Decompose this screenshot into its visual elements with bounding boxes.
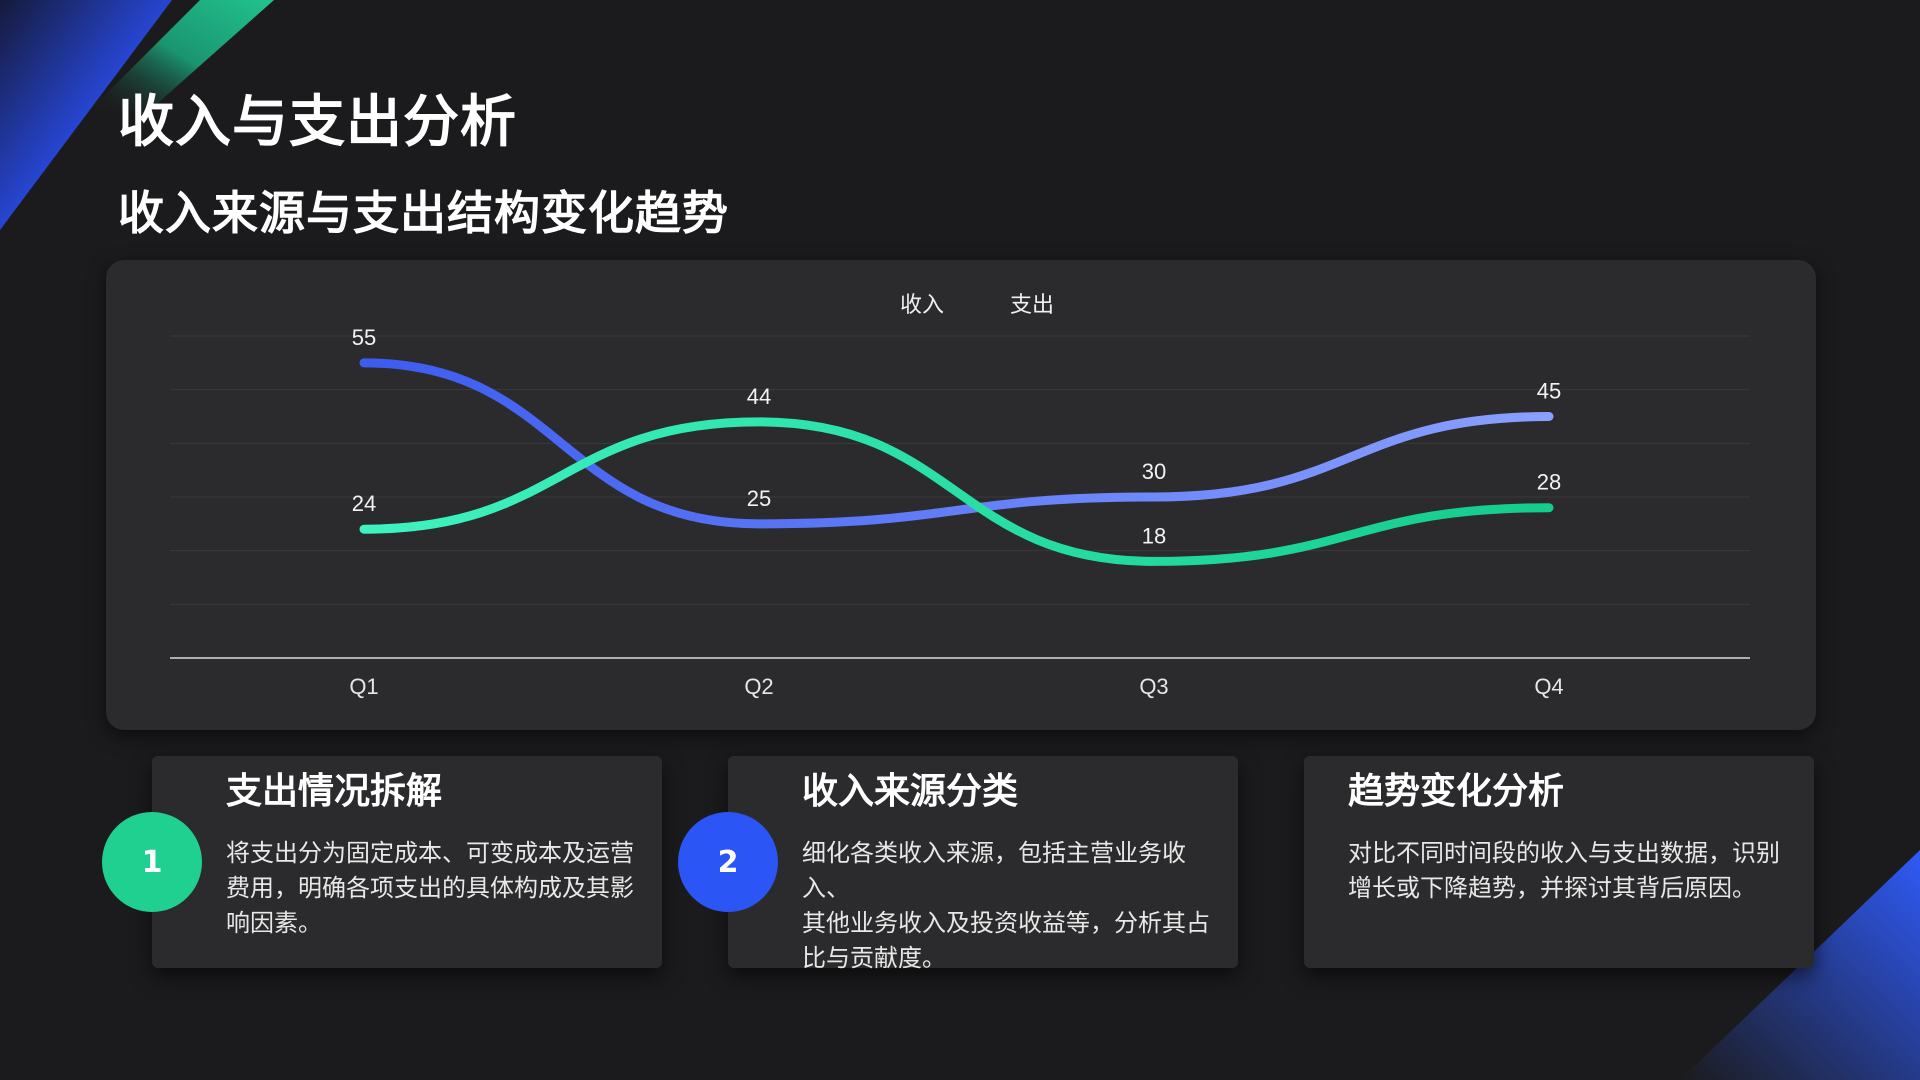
income-series-line xyxy=(359,358,1554,529)
card-title: 支出情况拆解 xyxy=(226,771,443,812)
card-expense-breakdown: 支出情况拆解 将支出分为固定成本、可变成本及运营 费用，明确各项支出的具体构成及… xyxy=(152,756,662,968)
data-label: 24 xyxy=(352,491,376,516)
x-tick-label: Q3 xyxy=(1139,674,1168,699)
card-trend-analysis: 趋势变化分析 对比不同时间段的收入与支出数据，识别 增长或下降趋势，并探讨其背后… xyxy=(1304,756,1814,968)
x-tick-label: Q4 xyxy=(1534,674,1563,699)
card-description-line: 比与贡献度。 xyxy=(802,944,946,972)
card-description: 将支出分为固定成本、可变成本及运营 费用，明确各项支出的具体构成及其影 响因素。 xyxy=(226,836,646,941)
legend-label: 收入 xyxy=(900,292,944,317)
data-label: 55 xyxy=(352,325,376,350)
card-description-line: 其他业务收入及投资收益等，分析其占 xyxy=(802,909,1210,937)
card-description-line: 对比不同时间段的收入与支出数据，识别 xyxy=(1348,839,1780,867)
data-label: 30 xyxy=(1142,459,1166,484)
data-label: 18 xyxy=(1142,523,1166,548)
card-title: 收入来源分类 xyxy=(802,771,1019,812)
data-label: 28 xyxy=(1537,470,1561,495)
card-description: 对比不同时间段的收入与支出数据，识别 增长或下降趋势，并探讨其背后原因。 xyxy=(1348,836,1798,906)
legend-label: 支出 xyxy=(1010,292,1054,317)
x-tick-label: Q2 xyxy=(744,674,773,699)
card-description: 细化各类收入来源，包括主营业务收入、 其他业务收入及投资收益等，分析其占 比与贡… xyxy=(802,836,1232,976)
chart-card: Q1 Q2 Q3 Q4 55 25 30 45 24 44 18 28 收入 支出 xyxy=(106,260,1816,730)
data-label: 25 xyxy=(747,486,771,511)
card-description-line: 将支出分为固定成本、可变成本及运营 xyxy=(226,839,634,867)
expense-series-line xyxy=(359,417,1554,566)
corner-decoration-top-left xyxy=(0,0,274,230)
slide-subtitle: 收入来源与支出结构变化趋势 xyxy=(118,186,729,240)
number-badge-1: 1 xyxy=(102,812,202,912)
card-title: 趋势变化分析 xyxy=(1348,771,1565,812)
line-chart: Q1 Q2 Q3 Q4 55 25 30 45 24 44 18 28 收入 支出 xyxy=(170,292,1750,699)
card-description-line: 费用，明确各项支出的具体构成及其影 xyxy=(226,874,634,902)
card-description-line: 增长或下降趋势，并探讨其背后原因。 xyxy=(1348,874,1756,902)
data-label: 44 xyxy=(747,384,771,409)
data-label: 45 xyxy=(1537,379,1561,404)
x-tick-label: Q1 xyxy=(349,674,378,699)
card-description-line: 响因素。 xyxy=(226,909,322,937)
card-income-sources: 收入来源分类 细化各类收入来源，包括主营业务收入、 其他业务收入及投资收益等，分… xyxy=(728,756,1238,972)
card-description-line: 细化各类收入来源，包括主营业务收入、 xyxy=(802,839,1186,902)
slide-title: 收入与支出分析 xyxy=(118,90,517,155)
number-badge-2: 2 xyxy=(678,812,778,912)
